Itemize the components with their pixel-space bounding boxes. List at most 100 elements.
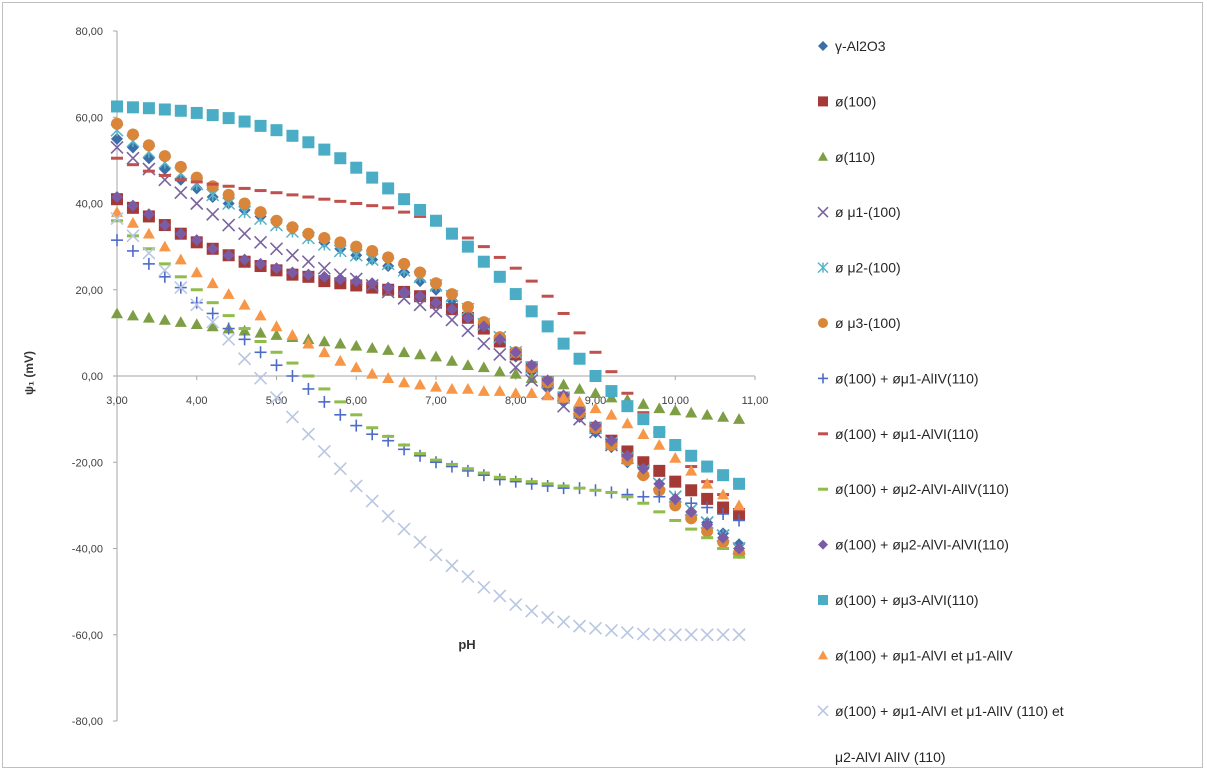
data-point xyxy=(588,621,603,635)
legend-label: ø(100) + øμ1-AlVI(110) xyxy=(835,426,979,442)
data-point xyxy=(413,298,427,312)
data-point xyxy=(525,373,539,387)
data-point xyxy=(668,628,682,642)
data-point xyxy=(302,382,315,395)
series-5 xyxy=(110,123,746,556)
data-point xyxy=(142,257,155,270)
series-9 xyxy=(111,219,746,559)
data-point xyxy=(142,208,155,221)
data-point xyxy=(302,337,315,349)
data-point xyxy=(110,140,124,155)
data-point xyxy=(350,419,363,432)
data-point xyxy=(349,479,363,493)
legend-item: ø μ3-(100) xyxy=(818,315,901,331)
data-point xyxy=(477,580,491,594)
data-marks xyxy=(110,100,746,642)
data-point xyxy=(445,313,459,327)
data-point xyxy=(717,508,730,520)
tick-labels: 80,00 60,00 40,00 20,00 0,00 -20,00 -40,00 -60,… xyxy=(72,26,769,728)
y-tick-label: -40,00 xyxy=(72,544,103,556)
data-point xyxy=(111,117,123,130)
data-point xyxy=(286,329,299,340)
data-point xyxy=(397,291,411,305)
legend-item: ø(100) + øμ2-AlVI-AlVI(110) xyxy=(818,537,1009,553)
x-tick-label: 6,00 xyxy=(346,395,367,407)
data-point xyxy=(270,359,283,372)
data-point xyxy=(333,462,347,476)
y-tick-label: -60,00 xyxy=(72,630,103,642)
data-point xyxy=(254,206,267,219)
data-point xyxy=(685,406,698,418)
data-point xyxy=(430,277,442,290)
data-point xyxy=(366,277,379,290)
data-point xyxy=(414,348,427,360)
data-point xyxy=(111,206,123,217)
data-point xyxy=(286,370,299,382)
data-point xyxy=(174,281,188,295)
data-point xyxy=(301,255,315,269)
data-point xyxy=(685,464,698,476)
legend-marker xyxy=(817,206,829,218)
data-point xyxy=(397,522,411,536)
data-point xyxy=(302,136,315,149)
data-point xyxy=(557,482,570,495)
data-point xyxy=(669,492,682,505)
data-point xyxy=(222,249,235,262)
data-point xyxy=(238,298,251,310)
data-point xyxy=(398,376,411,388)
y-tick-label: -80,00 xyxy=(72,716,103,728)
data-point xyxy=(174,253,187,265)
legend-item: ø(100) + øμ1-AlIV(110) xyxy=(818,370,979,386)
data-point xyxy=(285,248,300,262)
data-point xyxy=(733,542,746,555)
data-point xyxy=(350,275,363,288)
data-point xyxy=(190,298,204,312)
data-point xyxy=(254,346,267,359)
legend-item: ø(100) + øμ2-AlVI-AlIV(110) xyxy=(818,481,1009,497)
data-point xyxy=(557,391,570,403)
data-point xyxy=(158,150,171,163)
data-point xyxy=(285,410,300,424)
data-point xyxy=(334,272,347,285)
data-point xyxy=(318,232,331,244)
data-point xyxy=(286,221,299,234)
data-point xyxy=(318,346,331,358)
data-point xyxy=(685,449,698,462)
data-point xyxy=(350,339,363,351)
data-point xyxy=(652,628,666,642)
data-point xyxy=(190,318,203,330)
legend-marker xyxy=(818,41,828,51)
data-point xyxy=(111,191,123,204)
data-point xyxy=(174,316,187,327)
data-point xyxy=(477,385,490,396)
data-point xyxy=(365,494,379,508)
data-point xyxy=(206,277,219,289)
data-point xyxy=(477,469,490,482)
data-point xyxy=(318,270,331,283)
data-point xyxy=(701,518,714,531)
data-point xyxy=(317,261,331,275)
data-point xyxy=(445,288,458,301)
data-point xyxy=(366,428,379,441)
data-point xyxy=(684,628,698,642)
data-point xyxy=(717,501,730,514)
data-point xyxy=(414,203,427,216)
data-point xyxy=(302,227,315,240)
data-point xyxy=(158,240,171,252)
data-point xyxy=(701,477,714,489)
data-point xyxy=(653,490,666,503)
data-point xyxy=(142,139,155,152)
data-point xyxy=(126,216,139,228)
data-point xyxy=(238,253,251,266)
data-point xyxy=(111,307,123,319)
data-point xyxy=(318,143,331,156)
y-axis-label: ψ₁ (mV) xyxy=(22,351,36,395)
data-point xyxy=(430,380,442,392)
data-point xyxy=(573,382,586,394)
data-point xyxy=(429,304,443,318)
data-point xyxy=(238,115,251,128)
data-point xyxy=(430,296,442,309)
data-point xyxy=(158,313,171,325)
data-point xyxy=(621,400,634,413)
data-point xyxy=(445,354,458,366)
